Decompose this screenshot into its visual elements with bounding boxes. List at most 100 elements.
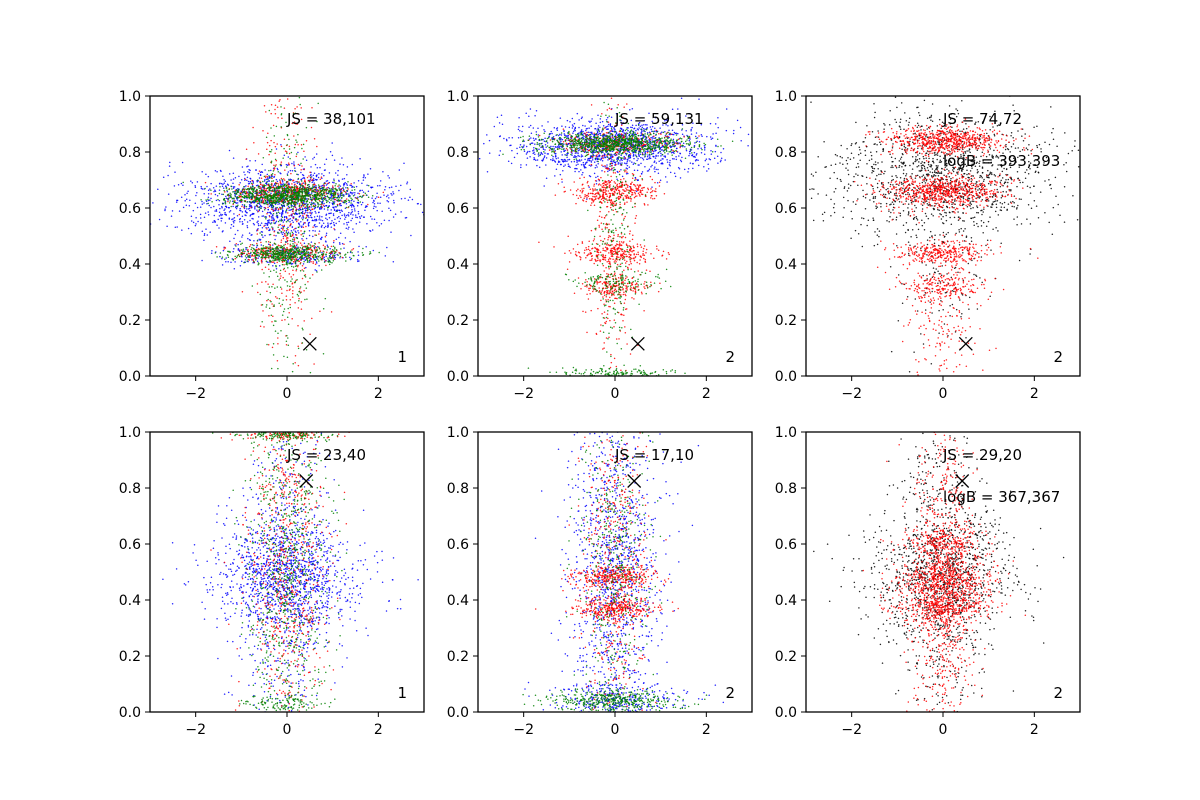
- data-point: [177, 183, 180, 186]
- data-point: [248, 204, 251, 206]
- data-point: [207, 189, 210, 191]
- data-point: [312, 198, 315, 200]
- data-point: [265, 201, 267, 203]
- data-point: [376, 221, 378, 224]
- data-point: [294, 169, 296, 172]
- data-point: [296, 112, 299, 115]
- data-point: [288, 189, 291, 191]
- data-point: [370, 186, 372, 188]
- data-point: [247, 170, 249, 173]
- data-point: [232, 187, 235, 190]
- data-point: [289, 234, 292, 236]
- data-point: [320, 176, 323, 178]
- data-point: [298, 260, 300, 262]
- data-point: [281, 208, 284, 210]
- data-point: [268, 198, 270, 200]
- data-point: [651, 130, 653, 133]
- data-point: [246, 247, 248, 249]
- data-point: [542, 138, 544, 141]
- data-point: [302, 212, 304, 215]
- data-point: [306, 176, 309, 179]
- data-point: [606, 116, 609, 119]
- data-point: [345, 200, 348, 203]
- data-point: [283, 215, 286, 218]
- data-point: [283, 224, 286, 227]
- data-point: [227, 193, 230, 196]
- data-point: [340, 190, 342, 192]
- data-point: [258, 199, 261, 201]
- data-point: [309, 171, 311, 173]
- data-point: [269, 197, 272, 199]
- data-point: [258, 197, 260, 199]
- data-point: [309, 257, 312, 259]
- data-point: [658, 160, 660, 162]
- data-point: [246, 260, 248, 262]
- data-point: [337, 198, 340, 201]
- data-point: [313, 202, 315, 204]
- data-point: [289, 232, 291, 235]
- data-point: [258, 203, 261, 205]
- data-point: [279, 277, 282, 280]
- data-point: [286, 203, 289, 205]
- data-point: [272, 185, 275, 187]
- data-point: [273, 189, 276, 192]
- data-point: [346, 166, 349, 168]
- data-point: [281, 183, 283, 186]
- data-point: [293, 192, 295, 194]
- data-point: [307, 203, 309, 206]
- data-point: [378, 251, 380, 254]
- data-point: [272, 342, 275, 345]
- data-point: [287, 156, 290, 158]
- data-point: [348, 211, 350, 214]
- data-point: [307, 194, 310, 197]
- data-point: [529, 124, 532, 127]
- data-point: [317, 176, 320, 179]
- data-point: [251, 246, 253, 249]
- data-point: [281, 249, 283, 251]
- data-point: [276, 232, 279, 234]
- data-point: [530, 137, 532, 139]
- data-point: [200, 199, 202, 201]
- data-point: [335, 189, 338, 192]
- data-point: [237, 204, 239, 206]
- data-point: [353, 231, 355, 233]
- data-point: [312, 177, 315, 180]
- data-point: [270, 219, 273, 221]
- data-point: [260, 250, 262, 252]
- data-point: [268, 175, 270, 177]
- data-point: [313, 137, 316, 140]
- data-point: [213, 214, 216, 217]
- data-point: [214, 170, 217, 172]
- data-point: [268, 276, 270, 278]
- data-point: [306, 298, 308, 300]
- data-point: [285, 189, 287, 192]
- data-point: [252, 258, 254, 260]
- data-point: [241, 189, 244, 191]
- data-point: [273, 192, 276, 194]
- data-point: [627, 150, 629, 153]
- data-point: [478, 157, 481, 160]
- data-point: [336, 199, 339, 201]
- data-point: [308, 259, 311, 262]
- data-point: [264, 253, 266, 255]
- data-point: [288, 252, 291, 255]
- data-point: [269, 199, 271, 201]
- data-point: [321, 206, 323, 208]
- data-point: [264, 199, 266, 202]
- data-point: [679, 177, 682, 179]
- data-point: [180, 196, 183, 199]
- data-point: [171, 210, 174, 212]
- data-point: [304, 259, 307, 261]
- data-point: [251, 213, 253, 216]
- data-point: [353, 182, 355, 184]
- data-point: [216, 256, 218, 258]
- data-point: [226, 253, 229, 256]
- data-point: [302, 239, 304, 241]
- data-point: [287, 267, 289, 269]
- data-point: [284, 279, 286, 281]
- data-point: [269, 204, 272, 206]
- data-point: [357, 213, 360, 215]
- data-point: [313, 258, 316, 261]
- data-point: [272, 180, 275, 182]
- data-point: [199, 217, 202, 219]
